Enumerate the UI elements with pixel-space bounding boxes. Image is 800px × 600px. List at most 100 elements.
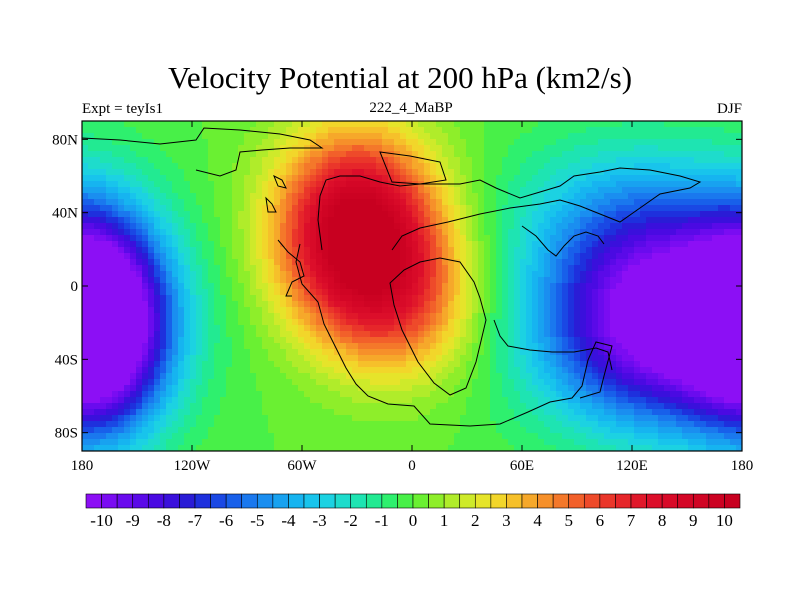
field-cell — [484, 409, 491, 416]
field-cell — [568, 367, 575, 374]
field-cell — [436, 343, 443, 350]
field-cell — [448, 355, 455, 362]
field-cell — [520, 199, 527, 206]
field-cell — [466, 421, 473, 428]
field-cell — [334, 283, 341, 290]
field-cell — [514, 175, 521, 182]
field-cell — [202, 271, 209, 278]
field-cell — [472, 151, 479, 158]
field-cell — [250, 271, 257, 278]
field-cell — [232, 259, 239, 266]
field-cell — [88, 235, 95, 242]
field-cell — [268, 331, 275, 338]
field-cell — [376, 229, 383, 236]
field-cell — [238, 433, 245, 440]
field-cell — [400, 247, 407, 254]
field-cell — [214, 265, 221, 272]
field-cell — [184, 271, 191, 278]
field-cell — [484, 247, 491, 254]
field-cell — [532, 355, 539, 362]
field-cell — [316, 409, 323, 416]
field-cell — [460, 241, 467, 248]
field-cell — [154, 289, 161, 296]
field-cell — [184, 313, 191, 320]
field-cell — [190, 343, 197, 350]
field-cell — [436, 145, 443, 152]
field-cell — [622, 229, 629, 236]
field-cell — [262, 217, 269, 224]
field-cell — [550, 385, 557, 392]
field-cell — [166, 259, 173, 266]
field-cell — [580, 433, 587, 440]
field-cell — [460, 367, 467, 374]
field-cell — [544, 415, 551, 422]
field-cell — [88, 277, 95, 284]
field-cell — [280, 355, 287, 362]
field-cell — [376, 259, 383, 266]
field-cell — [244, 181, 251, 188]
field-cell — [178, 211, 185, 218]
field-cell — [268, 277, 275, 284]
field-cell — [118, 295, 125, 302]
field-cell — [502, 157, 509, 164]
field-cell — [346, 187, 353, 194]
field-cell — [352, 235, 359, 242]
field-cell — [304, 403, 311, 410]
field-cell — [430, 193, 437, 200]
field-cell — [118, 343, 125, 350]
field-cell — [472, 391, 479, 398]
field-cell — [514, 235, 521, 242]
field-cell — [358, 409, 365, 416]
field-cell — [586, 289, 593, 296]
field-cell — [520, 133, 527, 140]
field-cell — [424, 265, 431, 272]
field-cell — [232, 181, 239, 188]
field-cell — [466, 313, 473, 320]
field-cell — [562, 307, 569, 314]
field-cell — [232, 319, 239, 326]
field-cell — [202, 325, 209, 332]
field-cell — [202, 211, 209, 218]
field-cell — [298, 313, 305, 320]
field-cell — [460, 307, 467, 314]
field-cell — [166, 397, 173, 404]
field-cell — [208, 223, 215, 230]
field-cell — [286, 325, 293, 332]
field-cell — [532, 217, 539, 224]
field-cell — [118, 409, 125, 416]
field-cell — [154, 361, 161, 368]
field-cell — [148, 289, 155, 296]
field-cell — [610, 235, 617, 242]
field-cell — [418, 265, 425, 272]
field-cell — [304, 325, 311, 332]
field-cell — [478, 121, 485, 128]
field-cell — [424, 403, 431, 410]
field-cell — [160, 307, 167, 314]
field-cell — [298, 409, 305, 416]
field-cell — [130, 313, 137, 320]
field-cell — [412, 163, 419, 170]
field-cell — [544, 217, 551, 224]
field-cell — [256, 187, 263, 194]
field-cell — [166, 337, 173, 344]
field-cell — [328, 253, 335, 260]
field-cell — [406, 319, 413, 326]
field-cell — [346, 313, 353, 320]
field-cell — [592, 319, 599, 326]
field-cell — [208, 247, 215, 254]
field-cell — [274, 421, 281, 428]
field-cell — [88, 265, 95, 272]
field-cell — [364, 211, 371, 218]
field-cell — [490, 343, 497, 350]
field-cell — [100, 373, 107, 380]
field-cell — [268, 313, 275, 320]
field-cell — [388, 397, 395, 404]
field-cell — [262, 349, 269, 356]
field-cell — [448, 187, 455, 194]
field-cell — [400, 439, 407, 446]
field-cell — [82, 325, 89, 332]
field-cell — [562, 145, 569, 152]
field-cell — [592, 217, 599, 224]
field-cell — [502, 331, 509, 338]
field-cell — [550, 433, 557, 440]
